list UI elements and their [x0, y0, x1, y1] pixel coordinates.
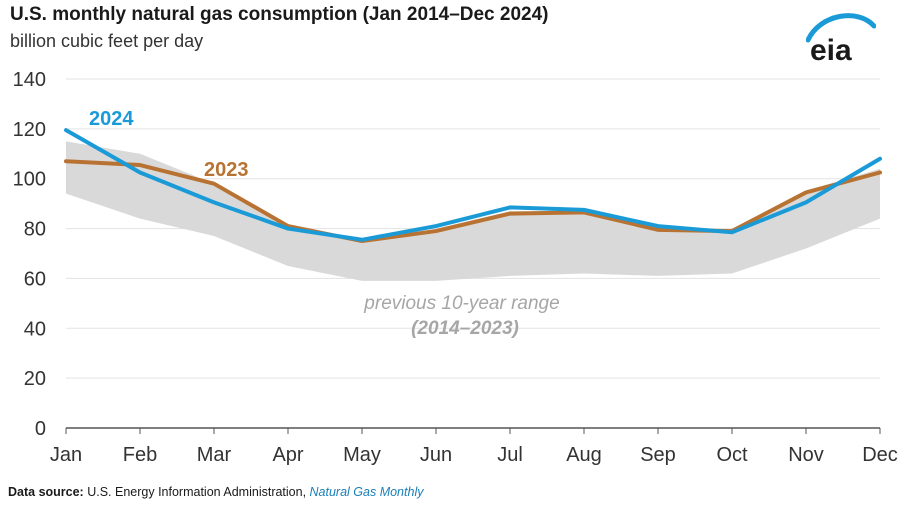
eia-logo-text: eia: [810, 34, 852, 64]
y-tick-label: 120: [13, 119, 46, 141]
x-tick-label: May: [343, 444, 381, 466]
range-label-line2: (2014–2023): [411, 318, 519, 339]
chart-title: U.S. monthly natural gas consumption (Ja…: [10, 4, 549, 25]
x-tick-label: Feb: [123, 444, 157, 466]
range-area: [66, 141, 880, 281]
chart-subtitle: billion cubic feet per day: [10, 31, 204, 51]
x-tick-label: Jul: [497, 444, 523, 466]
series-label-2024: 2024: [89, 108, 134, 130]
range-area-group: [66, 141, 880, 281]
data-source-text: U.S. Energy Information Administration,: [83, 485, 310, 499]
y-tick-label: 40: [24, 318, 46, 340]
axes: 0 20 40 60 80 100 120 140 Jan Feb Mar Apr May Jun Jul A…: [13, 69, 898, 466]
data-source-publication[interactable]: Natural Gas Monthly: [309, 485, 424, 499]
eia-logo: eia: [806, 13, 876, 64]
eia-logo-swoosh: [806, 13, 876, 43]
data-source-label: Data source:: [8, 485, 84, 499]
y-tick-label: 140: [13, 69, 46, 91]
x-tick-label: Oct: [716, 444, 748, 466]
y-tick-label: 20: [24, 368, 46, 390]
y-tick-label: 100: [13, 169, 46, 191]
x-tick-label: Aug: [566, 444, 602, 466]
y-tick-label: 0: [35, 418, 46, 440]
x-tick-label: Sep: [640, 444, 676, 466]
x-tick-label: Dec: [862, 444, 898, 466]
series-line-2024: [64, 128, 882, 242]
range-label-group: previous 10-year range (2014–2023): [363, 293, 559, 339]
series-lines: [64, 128, 882, 244]
series-labels: 2023 2024: [89, 108, 249, 181]
y-tick-label: 60: [24, 268, 46, 290]
range-label-line1: previous 10-year range: [363, 293, 559, 314]
data-source: Data source: U.S. Energy Information Adm…: [8, 485, 423, 499]
y-tick-label: 80: [24, 219, 46, 241]
x-tick-label: Apr: [272, 444, 303, 466]
x-tick-label: Jan: [50, 444, 82, 466]
x-tick-label: Nov: [788, 444, 824, 466]
series-line-2023: [64, 159, 882, 244]
x-tick-label: Jun: [420, 444, 452, 466]
series-label-2023: 2023: [204, 159, 249, 181]
x-tick-label: Mar: [197, 444, 232, 466]
